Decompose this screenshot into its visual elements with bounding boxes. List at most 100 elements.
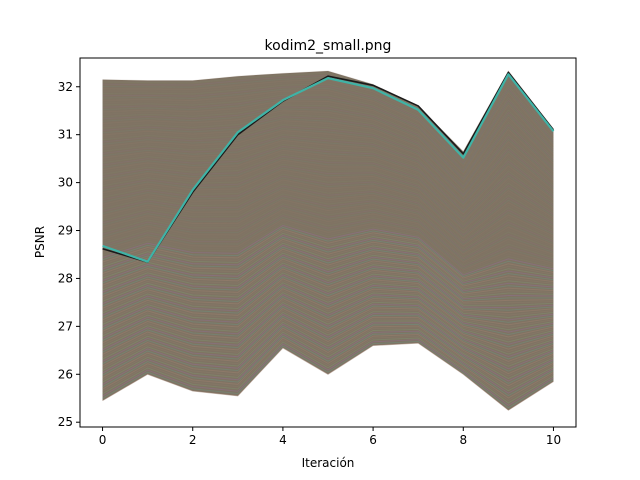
band-stripe bbox=[102, 90, 554, 167]
band-stripe bbox=[102, 128, 554, 198]
band-stripe bbox=[102, 213, 554, 266]
band-stripe bbox=[102, 234, 554, 284]
band-stripe bbox=[102, 240, 554, 289]
band-stripe bbox=[102, 145, 554, 212]
band-stripe bbox=[102, 278, 554, 326]
band-stripe bbox=[102, 199, 554, 255]
band-stripe bbox=[102, 183, 554, 242]
band-stripe bbox=[102, 250, 554, 297]
band-stripe bbox=[102, 264, 554, 309]
band-stripe bbox=[102, 254, 554, 300]
band-stripe bbox=[102, 303, 554, 358]
band-stripe bbox=[102, 102, 554, 177]
band-stripe bbox=[102, 329, 554, 392]
y-axis-label: PSNR bbox=[33, 226, 47, 258]
band-stripe bbox=[102, 258, 554, 303]
band-stripe bbox=[102, 140, 554, 207]
band-stripe bbox=[102, 118, 554, 189]
band-stripe bbox=[102, 335, 554, 401]
band-stripe bbox=[102, 334, 554, 399]
band-stripe bbox=[102, 262, 554, 306]
band-stripe bbox=[102, 320, 554, 379]
x-tick-label: 4 bbox=[279, 433, 287, 447]
band-stripe bbox=[102, 143, 554, 210]
band-stripe bbox=[102, 219, 554, 271]
band-stripe bbox=[102, 87, 554, 165]
band-stripe bbox=[102, 246, 554, 293]
band-stripe bbox=[102, 177, 554, 238]
band-stripe bbox=[102, 126, 554, 196]
band-stripe bbox=[102, 96, 554, 172]
band-stripe bbox=[102, 290, 554, 340]
band-stripe bbox=[102, 222, 554, 274]
y-axis-ticks: 25 26 27 28 29 30 31 32 bbox=[58, 80, 80, 429]
y-tick-label: 31 bbox=[58, 128, 73, 142]
band-stripe bbox=[102, 207, 554, 262]
band-stripe bbox=[102, 104, 554, 178]
band-stripe bbox=[102, 276, 554, 323]
series-line bbox=[102, 73, 555, 263]
band-stripe bbox=[102, 286, 554, 336]
band-stripe bbox=[102, 142, 554, 209]
band-stripe bbox=[102, 108, 554, 181]
x-tick-label: 10 bbox=[546, 433, 561, 447]
band-stripe bbox=[102, 110, 554, 183]
band-stripe bbox=[102, 238, 554, 287]
band-stripe bbox=[102, 134, 554, 202]
band-stripe bbox=[102, 201, 554, 257]
band-stripe bbox=[102, 296, 554, 348]
band-stripe bbox=[102, 138, 554, 206]
band-stripe bbox=[102, 185, 554, 244]
band-stripe bbox=[102, 299, 554, 353]
y-tick-label: 32 bbox=[58, 80, 73, 94]
band-stripe bbox=[102, 211, 554, 265]
band-stripe bbox=[102, 323, 554, 384]
band-stripe bbox=[102, 120, 554, 191]
band-stripe bbox=[102, 288, 554, 338]
band-stripe bbox=[102, 171, 554, 233]
band-stripe bbox=[102, 175, 554, 236]
x-tick-label: 2 bbox=[189, 433, 197, 447]
band-stripe bbox=[102, 100, 554, 175]
band-stripe bbox=[102, 169, 554, 231]
band-stripe bbox=[102, 230, 554, 281]
band-stripe bbox=[102, 226, 554, 278]
band-stripe bbox=[102, 215, 554, 268]
band-stripe bbox=[102, 256, 554, 302]
band-stripe bbox=[102, 311, 554, 367]
band-stripe bbox=[102, 153, 554, 218]
y-tick-label: 25 bbox=[58, 415, 73, 429]
band-stripe bbox=[102, 189, 554, 247]
band-stripe bbox=[102, 136, 554, 204]
band-stripe bbox=[102, 147, 554, 214]
band-stripe bbox=[102, 173, 554, 234]
band-stripe bbox=[102, 274, 554, 321]
band-stripe bbox=[102, 70, 554, 153]
x-tick-label: 8 bbox=[459, 433, 467, 447]
band-stripe bbox=[102, 165, 554, 228]
band-stripe bbox=[102, 217, 554, 270]
band-stripe bbox=[102, 224, 554, 276]
band-stripe bbox=[102, 309, 554, 365]
band-stripe bbox=[102, 161, 554, 225]
band-stripe bbox=[102, 106, 554, 180]
x-tick-label: 0 bbox=[99, 433, 107, 447]
band-stripe bbox=[102, 292, 554, 343]
band-stripe bbox=[102, 307, 554, 362]
y-tick-label: 26 bbox=[58, 367, 73, 381]
band-stripe bbox=[102, 149, 554, 215]
band-stripe bbox=[102, 301, 554, 355]
band-stripe bbox=[102, 98, 554, 173]
x-axis-ticks: 0 2 4 6 8 10 bbox=[99, 427, 561, 447]
band-stripe bbox=[102, 236, 554, 285]
band-stripe bbox=[102, 151, 554, 217]
band-stripe bbox=[102, 122, 554, 193]
band-stripe bbox=[102, 268, 554, 314]
band-stripe bbox=[102, 282, 554, 331]
band-stripe bbox=[102, 221, 554, 273]
band-stripe bbox=[102, 205, 554, 260]
band-stripe bbox=[102, 130, 554, 199]
band-stripe bbox=[102, 330, 554, 394]
band-stripe bbox=[102, 157, 554, 222]
band-stripe bbox=[102, 332, 554, 397]
